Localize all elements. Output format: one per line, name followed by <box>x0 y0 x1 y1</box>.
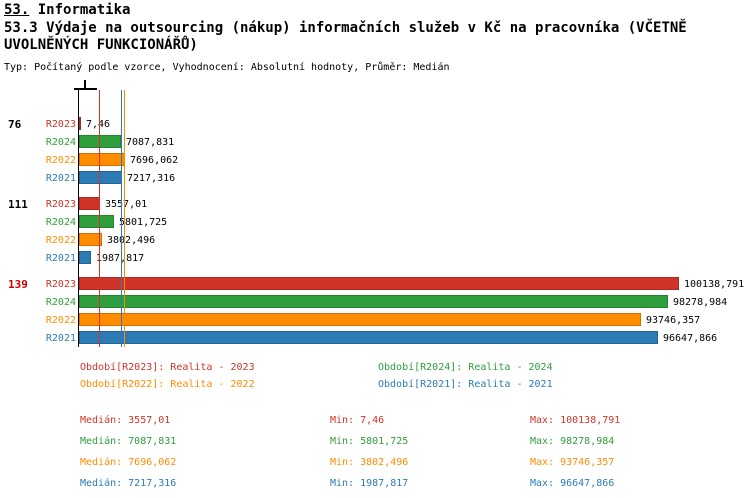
series-label-r2024: R2024 <box>45 137 76 148</box>
stat-max-r2022: Max: 93746,357 <box>530 457 615 468</box>
legend-item-r2021: Období[R2021]: Realita - 2021 <box>378 379 553 390</box>
legend-item-r2022: Období[R2022]: Realita - 2022 <box>80 379 255 390</box>
bar-value-label: 7087,831 <box>126 137 175 148</box>
group-label-111: 111 <box>8 198 28 211</box>
series-label-r2024: R2024 <box>45 297 76 308</box>
section-heading: 53. Informatika <box>4 2 130 18</box>
stat-median-r2024: Medián: 7087,831 <box>80 436 177 447</box>
bar-r2024 <box>79 295 668 308</box>
bar-value-label: 7,46 <box>86 119 111 130</box>
stat-min-r2022: Min: 3802,496 <box>330 457 409 468</box>
chart-meta: Typ: Počítaný podle vzorce, Vyhodnocení:… <box>4 62 450 73</box>
median-line-r2024 <box>120 90 122 347</box>
stat-min-r2023: Min: 7,46 <box>330 415 385 426</box>
stat-max-r2024: Max: 98278,984 <box>530 436 615 447</box>
stat-max-r2023: Max: 100138,791 <box>530 415 621 426</box>
bar-value-label: 100138,791 <box>684 279 745 290</box>
y-axis-line <box>78 90 79 347</box>
series-label-r2021: R2021 <box>45 253 76 264</box>
stat-median-r2023: Medián: 3557,01 <box>80 415 171 426</box>
bar-value-label: 7217,316 <box>127 173 176 184</box>
median-line-r2021 <box>121 90 123 347</box>
series-label-r2023: R2023 <box>45 119 76 130</box>
bar-value-label: 3802,496 <box>107 235 156 246</box>
bar-value-label: 93746,357 <box>646 315 701 326</box>
bar-r2021 <box>79 251 91 264</box>
bar-r2023 <box>79 197 100 210</box>
chart-legend: Období[R2023]: Realita - 2023 Období[R202… <box>0 358 750 402</box>
bar-chart: 76 R2023 7,46 R2024 7087,831 R2022 7696,062 R20… <box>0 80 750 356</box>
section-name: Informatika <box>29 2 131 18</box>
bar-r2023 <box>79 117 81 130</box>
group-label-76: 76 <box>8 118 22 131</box>
bar-r2023 <box>79 277 679 290</box>
bar-r2024 <box>79 215 114 228</box>
median-line-r2023 <box>99 90 101 347</box>
bar-value-label: 96647,866 <box>663 333 718 344</box>
series-label-r2023: R2023 <box>45 199 76 210</box>
group-label-139: 139 <box>8 278 28 291</box>
bar-r2022 <box>79 153 125 166</box>
series-label-r2021: R2021 <box>45 333 76 344</box>
bar-value-label: 3557,01 <box>105 199 148 210</box>
series-label-r2024: R2024 <box>45 217 76 228</box>
stat-max-r2021: Max: 96647,866 <box>530 478 615 489</box>
bar-value-label: 1987,817 <box>96 253 144 264</box>
stat-min-r2021: Min: 1987,817 <box>330 478 409 489</box>
stat-median-r2022: Medián: 7696,062 <box>80 457 177 468</box>
stat-median-r2021: Medián: 7217,316 <box>80 478 177 489</box>
chart-stats: Medián: 3557,01 Min: 7,46 Max: 100138,791 M… <box>0 410 750 498</box>
median-line-r2022 <box>124 90 126 347</box>
section-number: 53. <box>4 2 30 18</box>
axis-origin-stub <box>84 80 86 88</box>
stat-min-r2024: Min: 5801,725 <box>330 436 409 447</box>
bar-value-label: 5801,725 <box>119 217 168 228</box>
series-label-r2022: R2022 <box>45 155 76 166</box>
bar-r2022 <box>79 233 102 246</box>
bar-r2021 <box>79 331 658 344</box>
legend-item-r2024: Období[R2024]: Realita - 2024 <box>378 362 553 373</box>
bar-r2022 <box>79 313 641 326</box>
bar-r2021 <box>79 171 122 184</box>
indicator-title: 53.3 Výdaje na outsourcing (nákup) infor… <box>4 20 687 53</box>
series-label-r2022: R2022 <box>45 235 76 246</box>
bar-value-label: 7696,062 <box>130 155 179 166</box>
series-label-r2023: R2023 <box>45 279 76 290</box>
series-label-r2021: R2021 <box>45 173 76 184</box>
legend-item-r2023: Období[R2023]: Realita - 2023 <box>80 362 255 373</box>
series-label-r2022: R2022 <box>45 315 76 326</box>
axis-top-tick <box>74 88 97 90</box>
bar-value-label: 98278,984 <box>673 297 728 308</box>
